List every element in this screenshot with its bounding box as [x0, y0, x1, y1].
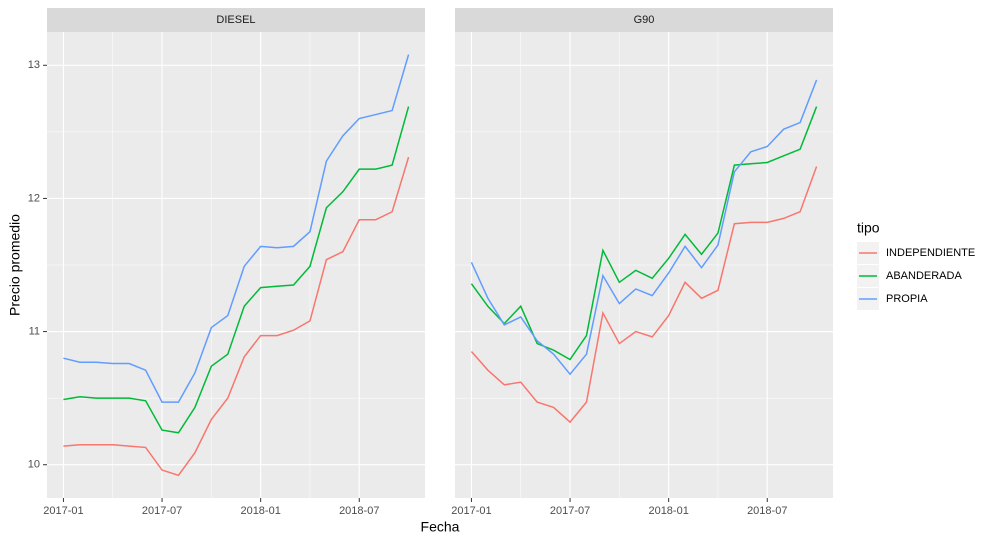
strip-background — [47, 8, 425, 32]
legend-title: tipo — [857, 220, 880, 236]
legend-label: ABANDERADA — [886, 270, 962, 282]
x-tick-label: 2018-07 — [339, 505, 379, 517]
facet-title: G90 — [634, 14, 655, 26]
x-tick-label: 2018-01 — [648, 505, 688, 517]
y-tick-label: 10 — [28, 459, 40, 471]
x-tick-label: 2018-07 — [747, 505, 787, 517]
y-tick-label: 11 — [29, 325, 40, 337]
x-tick-label: 2017-07 — [142, 505, 182, 517]
y-tick-label: 13 — [28, 59, 40, 71]
series-line — [470, 166, 818, 424]
series-line — [63, 106, 410, 434]
x-tick-label: 2017-07 — [550, 505, 590, 517]
facet-title: DIESEL — [216, 14, 255, 26]
x-tick-label: 2017-01 — [451, 505, 491, 517]
x-tick-label: 2017-01 — [43, 505, 83, 517]
x-tick-label: 2018-01 — [240, 505, 280, 517]
series-line — [63, 156, 410, 477]
y-axis-label: Precio promedio — [7, 214, 23, 316]
series-line — [470, 79, 818, 376]
strip-background — [455, 8, 833, 32]
y-tick-label: 12 — [28, 192, 40, 204]
series-line — [470, 106, 818, 361]
series-line — [63, 54, 410, 403]
x-axis-label: Fecha — [421, 519, 460, 535]
legend-label: PROPIA — [886, 293, 928, 305]
legend-label: INDEPENDIENTE — [886, 247, 975, 259]
